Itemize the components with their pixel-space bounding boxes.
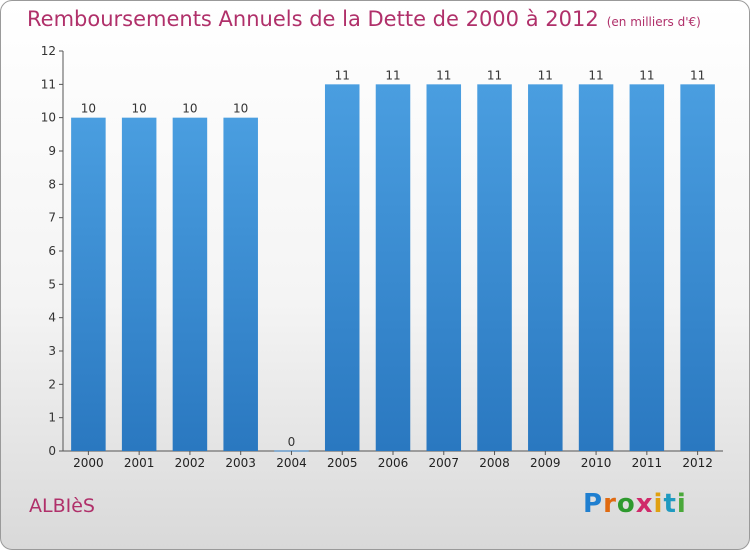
bar [375, 84, 411, 451]
logo-letter: i [653, 489, 664, 519]
logo-letter: r [603, 489, 617, 519]
y-tick-label: 11 [41, 77, 56, 91]
data-label: 11 [335, 68, 350, 82]
data-label: 11 [588, 68, 603, 82]
data-label: 10 [233, 102, 248, 116]
x-tick-label: 2010 [581, 456, 612, 470]
title-text: Remboursements Annuels de la Dette de 20… [27, 7, 599, 31]
data-label: 10 [182, 102, 197, 116]
chart-title: Remboursements Annuels de la Dette de 20… [27, 7, 701, 31]
bar [172, 117, 208, 452]
bar [223, 117, 258, 452]
x-tick-label: 2002 [175, 456, 206, 470]
data-label: 10 [81, 102, 96, 116]
data-label: 11 [690, 68, 705, 82]
y-tick-label: 1 [48, 411, 56, 425]
y-tick-label: 5 [48, 277, 56, 291]
data-label: 10 [132, 102, 147, 116]
town-name: ALBIèS [29, 495, 95, 517]
x-tick-label: 2007 [428, 456, 459, 470]
y-tick-label: 3 [48, 344, 56, 358]
y-tick-label: 10 [41, 111, 56, 125]
y-tick-label: 12 [41, 44, 56, 58]
y-tick-label: 9 [48, 144, 56, 158]
bar [629, 84, 665, 451]
x-tick-label: 2003 [225, 456, 256, 470]
y-tick-label: 2 [48, 377, 56, 391]
data-label: 11 [639, 68, 654, 82]
bar [426, 84, 462, 451]
bar [578, 84, 614, 451]
bar [324, 84, 360, 451]
data-label: 0 [288, 435, 296, 449]
data-label: 11 [385, 68, 400, 82]
x-tick-label: 2005 [327, 456, 358, 470]
bar [528, 84, 563, 451]
logo-letter: i [676, 489, 687, 519]
logo-letter: P [583, 489, 604, 519]
logo-letter: t [663, 489, 677, 519]
data-label: 11 [538, 68, 553, 82]
unit-label: (en milliers d'€) [606, 15, 701, 29]
bar [680, 84, 715, 451]
x-tick-label: 2000 [73, 456, 104, 470]
y-tick-label: 7 [48, 211, 56, 225]
x-tick-label: 2006 [378, 456, 409, 470]
y-tick-label: 4 [48, 311, 56, 325]
y-tick-label: 6 [48, 244, 56, 258]
bar [71, 117, 106, 452]
logo-letter: o [616, 489, 636, 519]
x-tick-label: 2009 [530, 456, 561, 470]
proxiti-logo: Proxiti [583, 489, 687, 519]
bar [121, 117, 157, 452]
x-tick-label: 2001 [124, 456, 155, 470]
x-tick-label: 2011 [632, 456, 663, 470]
logo-letter: x [635, 489, 654, 519]
x-tick-label: 2012 [682, 456, 713, 470]
x-tick-label: 2004 [276, 456, 307, 470]
data-label: 11 [487, 68, 502, 82]
data-label: 11 [436, 68, 451, 82]
y-tick-label: 0 [48, 444, 56, 458]
y-tick-label: 8 [48, 177, 56, 191]
bar [477, 84, 512, 451]
x-tick-label: 2008 [479, 456, 510, 470]
